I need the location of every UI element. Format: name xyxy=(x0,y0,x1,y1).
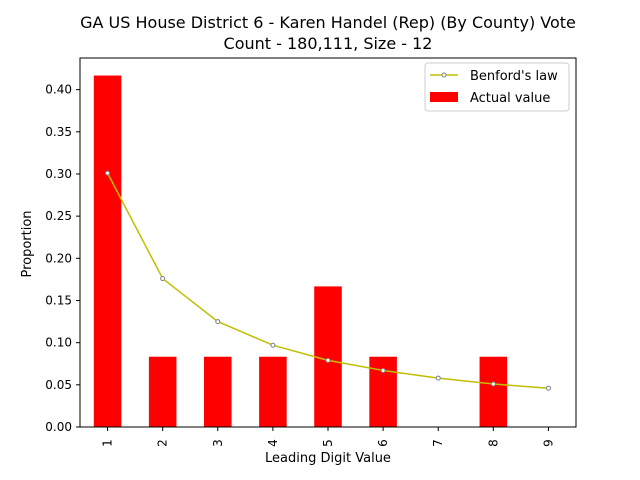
chart-title-line-1: GA US House District 6 - Karen Handel (R… xyxy=(80,13,576,32)
x-axis-label: Leading Digit Value xyxy=(265,451,391,466)
y-tick-label: 0.30 xyxy=(45,167,72,181)
axes-layer: 0.00 0.05 0.10 0.15 0.20 0.25 0.30 0.35 0.40 1 2 3 4… xyxy=(45,57,577,447)
y-tick-label: 0.35 xyxy=(45,125,72,139)
benford-point-digit-8 xyxy=(490,381,496,387)
y-tick-label: 0.25 xyxy=(45,209,72,223)
x-tick-label: 5 xyxy=(321,439,335,447)
x-tick-label: 3 xyxy=(211,439,225,447)
legend-benford-label: Benford's law xyxy=(470,69,558,84)
x-tick-label: 9 xyxy=(541,439,555,447)
y-tick-label: 0.20 xyxy=(45,251,72,265)
legend-actual-bar-swatch xyxy=(430,92,458,102)
y-tick-label: 0.40 xyxy=(45,83,72,97)
benford-point-digit-9 xyxy=(545,385,551,391)
benford-point-digit-6 xyxy=(380,367,386,373)
x-tick-label: 4 xyxy=(266,439,280,447)
y-tick-label: 0.05 xyxy=(45,378,72,392)
legend: Benford's law Actual value xyxy=(424,62,570,112)
bar-digit-4 xyxy=(259,356,287,427)
x-tick-label: 8 xyxy=(486,439,500,447)
y-tick-label: 0.10 xyxy=(45,336,72,350)
legend-frame xyxy=(424,62,570,112)
x-tick-label: 1 xyxy=(101,439,115,447)
legend-actual-label: Actual value xyxy=(470,91,550,106)
benford-point-digit-1 xyxy=(105,170,111,176)
y-axis-label: Proportion xyxy=(20,210,35,277)
bar-digit-3 xyxy=(204,356,232,427)
benford-point-digit-7 xyxy=(435,375,441,381)
x-tick-label: 6 xyxy=(376,439,390,447)
bar-digit-5 xyxy=(314,286,342,427)
y-tick-label: 0.15 xyxy=(45,293,72,307)
y-tick-label: 0.00 xyxy=(45,420,72,434)
chart-title-line-2: Count - 180,111, Size - 12 xyxy=(224,34,433,53)
benford-point-digit-2 xyxy=(160,276,166,282)
bar-digit-1 xyxy=(93,75,122,427)
bars-layer xyxy=(93,75,508,427)
benford-line-layer xyxy=(105,170,551,391)
x-tick-label: 2 xyxy=(156,439,170,447)
bar-digit-8 xyxy=(479,356,508,427)
legend-benford-marker xyxy=(441,72,447,78)
benford-point-digit-5 xyxy=(325,357,331,363)
bar-digit-6 xyxy=(369,356,397,427)
benford-point-digit-3 xyxy=(215,319,221,325)
x-tick-label: 7 xyxy=(431,439,445,447)
bar-digit-2 xyxy=(148,356,177,427)
benford-point-digit-4 xyxy=(270,342,276,348)
